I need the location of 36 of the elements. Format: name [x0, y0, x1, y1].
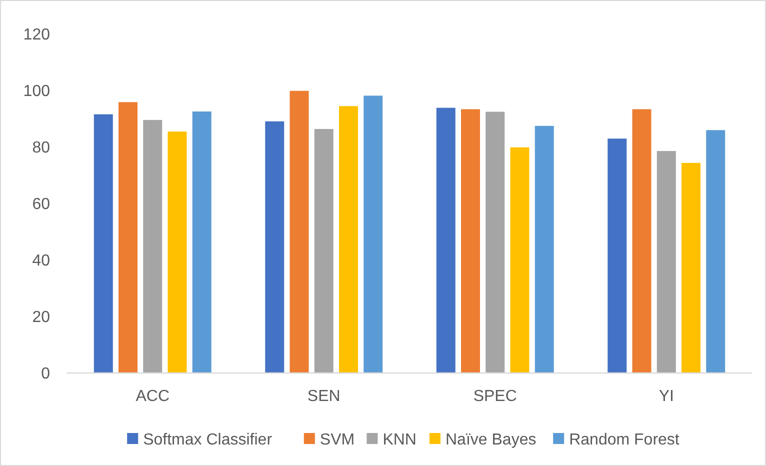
x-tick-label: YI [658, 388, 674, 405]
bar [167, 130, 188, 374]
bar [289, 90, 310, 374]
legend-label: KNN [382, 432, 416, 449]
bar [93, 114, 114, 374]
legend-label: SVM [320, 432, 355, 449]
legend-label: Softmax Classifier [143, 432, 273, 449]
bar [314, 128, 334, 374]
bar [338, 105, 359, 374]
legend-label: Naïve Bayes [446, 432, 536, 449]
bar [680, 162, 702, 374]
bar [510, 146, 530, 374]
bar [142, 119, 163, 374]
bar [264, 120, 285, 374]
bar [436, 107, 456, 374]
bar [362, 94, 384, 374]
x-tick-label: SEN [307, 388, 340, 405]
x-tick-label: SPEC [473, 388, 517, 405]
y-tick-label: 120 [23, 26, 50, 44]
bar [460, 108, 481, 374]
y-tick-label: 100 [23, 83, 50, 100]
y-tick-label: 20 [32, 309, 50, 326]
y-tick-label: 0 [41, 366, 50, 383]
y-tick-label: 80 [32, 140, 50, 157]
bar [656, 150, 677, 374]
x-tick-label: ACC [136, 388, 170, 405]
y-tick-label: 40 [32, 252, 50, 270]
bar [118, 101, 138, 374]
legend-label: Random Forest [569, 432, 680, 449]
y-tick-label: 60 [32, 196, 50, 214]
bar [534, 125, 555, 374]
bar [192, 110, 212, 374]
bar [705, 129, 726, 374]
bar [606, 138, 628, 374]
bar [484, 111, 506, 374]
bar [632, 108, 652, 374]
